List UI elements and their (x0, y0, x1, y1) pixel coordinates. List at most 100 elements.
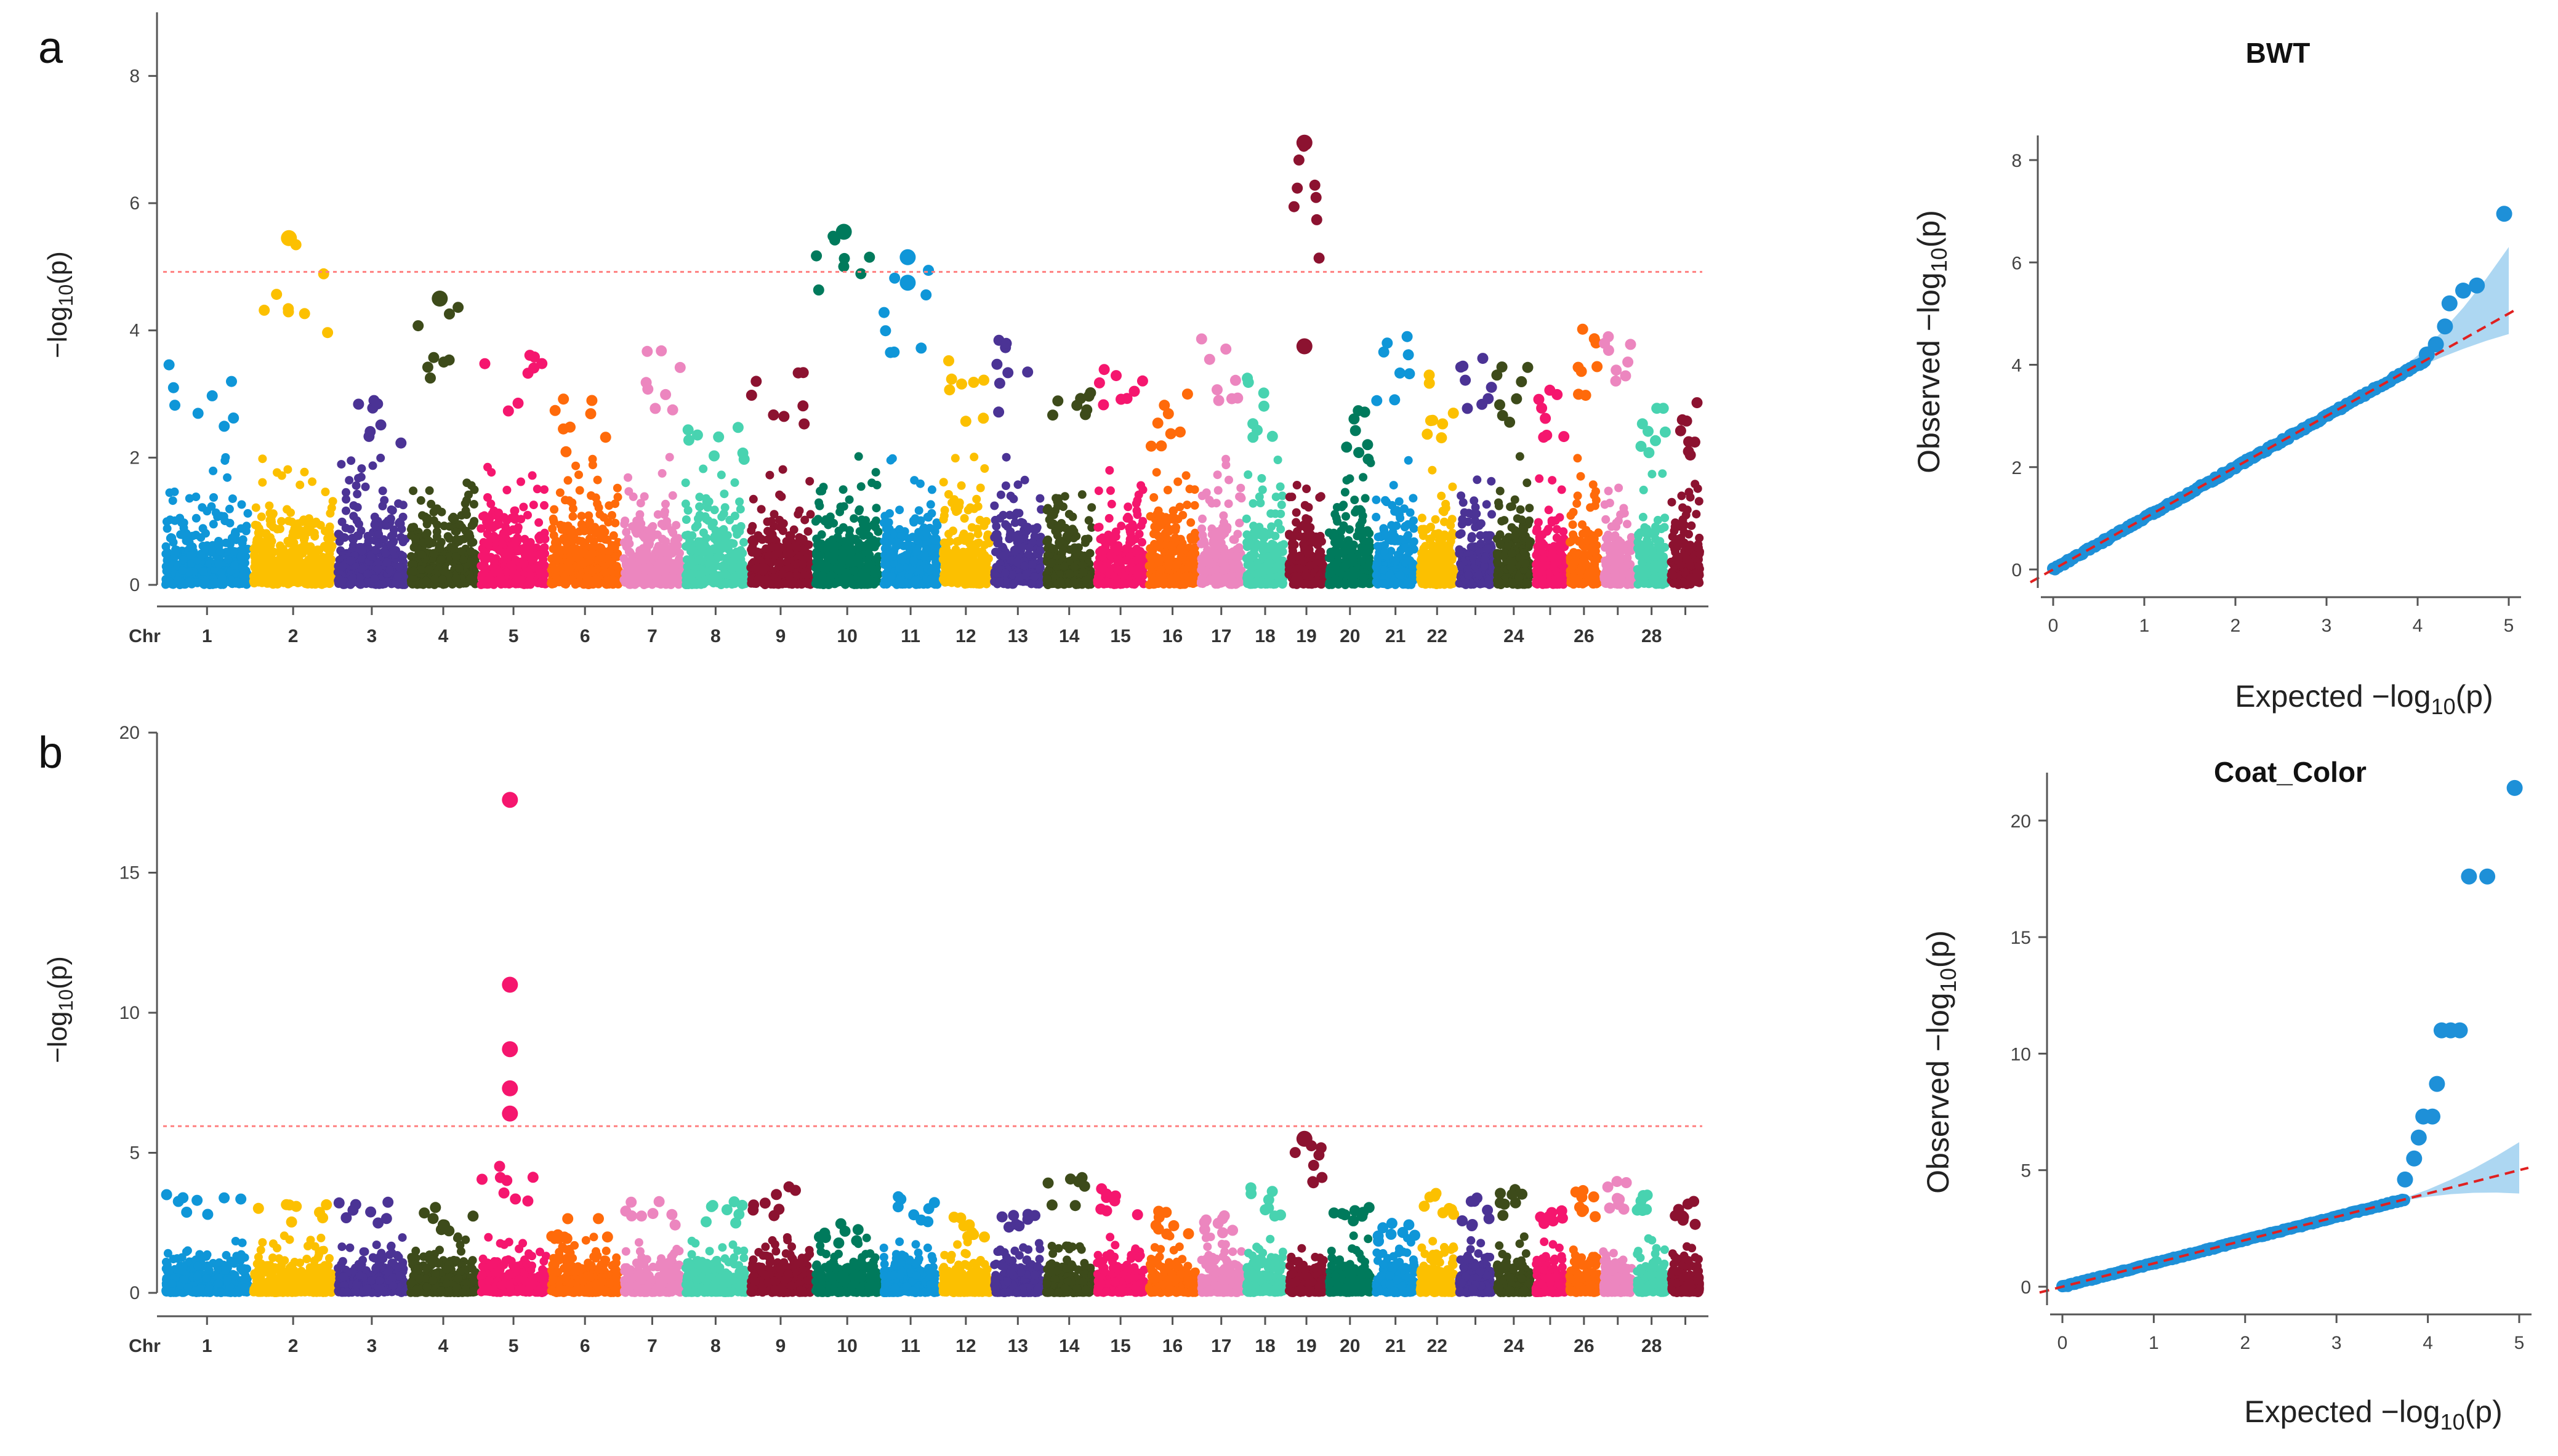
snp-point (374, 529, 384, 539)
snp-point (885, 347, 896, 358)
snp-point (398, 501, 408, 510)
snp-point (533, 485, 542, 494)
snp-point (455, 564, 464, 573)
snp-point (529, 351, 540, 363)
snp-point (340, 533, 349, 542)
snp-point (178, 566, 187, 575)
snp-point (452, 302, 464, 313)
snp-point (718, 526, 727, 535)
snp-point (358, 547, 367, 556)
snp-point (237, 500, 246, 509)
snp-point (417, 550, 427, 560)
snp-point (1070, 562, 1079, 571)
snp-point (642, 546, 651, 555)
snp-point (1001, 520, 1010, 529)
snp-point (568, 504, 577, 513)
snp-point (991, 358, 1003, 370)
snp-point (667, 404, 678, 416)
snp-point (502, 486, 512, 494)
snp-point (428, 352, 440, 363)
snp-point (696, 578, 705, 587)
chr-2-points (249, 230, 337, 589)
snp-point (346, 525, 355, 534)
snp-point (412, 320, 424, 332)
snp-point (357, 553, 366, 563)
snp-point (448, 513, 457, 523)
snp-point (356, 580, 365, 589)
snp-point (326, 534, 335, 543)
snp-point (251, 503, 260, 512)
snp-point (652, 564, 661, 573)
snp-point (353, 489, 362, 499)
snp-point (978, 374, 989, 386)
snp-point (645, 563, 654, 572)
snp-point (438, 575, 447, 584)
snp-point (994, 377, 1005, 389)
snp-point (585, 517, 594, 526)
snp-point (710, 505, 719, 515)
snp-point (872, 504, 881, 513)
snp-point (466, 547, 475, 556)
snp-point (571, 547, 580, 557)
snp-point (486, 575, 496, 584)
snp-point (763, 517, 772, 526)
snp-point (512, 397, 524, 409)
snp-point (268, 578, 278, 587)
snp-point (1009, 494, 1018, 504)
snp-point (682, 580, 691, 589)
snp-point (880, 544, 890, 553)
snp-point (739, 577, 749, 586)
snp-point (398, 552, 408, 561)
snp-point (1036, 546, 1045, 555)
snp-point (895, 563, 904, 573)
snp-point (1005, 510, 1015, 520)
snp-point (502, 405, 514, 417)
top-hit-point (281, 230, 297, 246)
snp-point (385, 565, 394, 574)
snp-point (1079, 568, 1088, 577)
snp-point (812, 549, 821, 558)
snp-point (397, 525, 406, 534)
snp-point (273, 468, 281, 477)
snp-point (915, 342, 927, 354)
snp-point (249, 579, 259, 587)
chr-3-points (333, 395, 410, 589)
snp-point (612, 561, 621, 571)
snp-point (466, 574, 475, 583)
snp-point (169, 554, 179, 563)
snp-point (749, 535, 758, 544)
snp-point (198, 524, 207, 533)
snp-point (451, 552, 461, 561)
snp-point (769, 534, 778, 543)
snp-point (636, 574, 645, 584)
snp-point (327, 561, 336, 571)
snp-point (620, 520, 629, 529)
snp-point (366, 552, 376, 561)
snp-point (660, 388, 672, 400)
snp-point (206, 390, 218, 401)
snp-point (433, 504, 442, 513)
snp-point (342, 488, 350, 497)
snp-point (681, 499, 690, 509)
snp-point (438, 356, 449, 368)
snp-point (469, 500, 478, 509)
snp-point (391, 579, 400, 588)
snp-point (975, 568, 983, 577)
snp-point (911, 514, 920, 523)
snp-point (337, 517, 347, 526)
snp-point (517, 477, 525, 486)
snp-point (265, 509, 275, 518)
snp-point (805, 477, 814, 486)
snp-point (770, 510, 779, 519)
snp-point (240, 579, 249, 588)
snp-point (214, 579, 223, 588)
snp-point (939, 478, 948, 487)
snp-point (824, 580, 833, 589)
snp-point (338, 561, 347, 571)
snp-point (513, 547, 523, 556)
snp-point (436, 555, 446, 565)
snp-point (277, 517, 286, 526)
snp-point (1030, 572, 1039, 581)
snp-point (857, 515, 866, 525)
snp-point (271, 289, 283, 300)
